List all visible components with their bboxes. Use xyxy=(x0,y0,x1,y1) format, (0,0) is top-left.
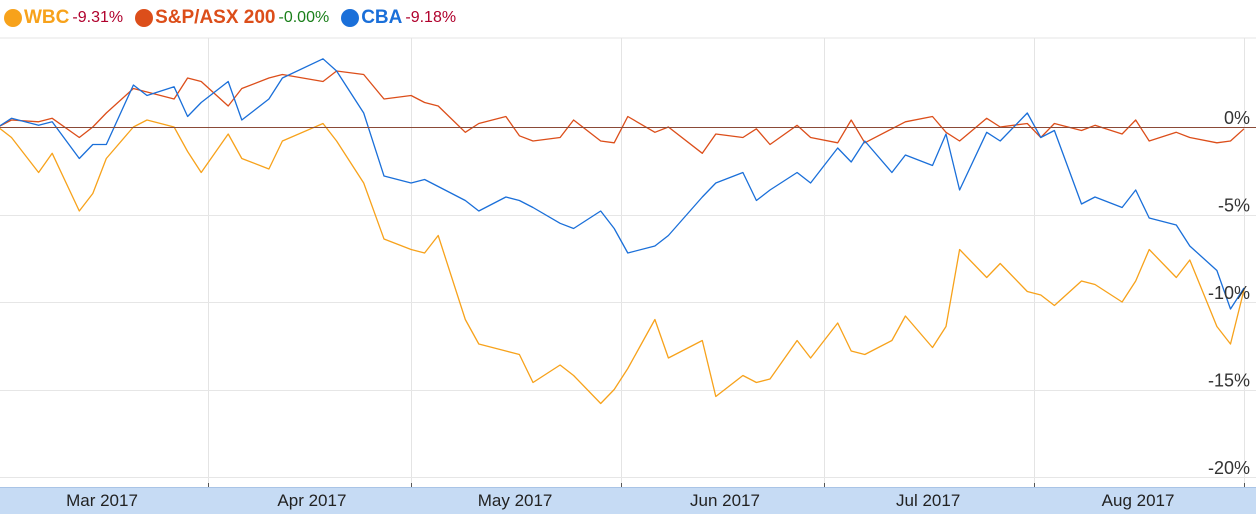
legend-item-wbc[interactable]: WBC -9.31% xyxy=(4,7,123,29)
y-tick-label-0: 0% xyxy=(1224,108,1250,128)
series-line-cba[interactable] xyxy=(0,58,1245,310)
y-tick-label-4: -20% xyxy=(1208,458,1250,478)
legend-item-asx200[interactable]: S&P/ASX 200 -0.00% xyxy=(135,7,329,29)
legend: WBC -9.31% S&P/ASX 200 -0.00% CBA -9.18% xyxy=(0,0,1256,36)
asx200-legend-change: -0.00% xyxy=(278,9,330,26)
cba-legend-change: -9.18% xyxy=(405,9,457,26)
asx200-legend-dot xyxy=(135,9,154,27)
cba-legend-name: CBA xyxy=(361,7,403,28)
x-tick-label-2: May 2017 xyxy=(478,491,553,510)
wbc-legend-dot xyxy=(4,9,22,27)
cba-legend-dot xyxy=(341,9,360,27)
legend-item-cba[interactable]: CBA -9.18% xyxy=(341,7,456,29)
asx200-legend-name: S&P/ASX 200 xyxy=(155,7,276,28)
x-tick-label-4: Jul 2017 xyxy=(896,491,960,510)
x-tick-label-3: Jun 2017 xyxy=(690,491,760,510)
x-tick-label-1: Apr 2017 xyxy=(277,491,346,510)
series-line-wbc[interactable] xyxy=(0,119,1245,405)
y-tick-label-2: -10% xyxy=(1208,283,1250,303)
wbc-legend-name: WBC xyxy=(24,7,70,28)
y-tick-label-1: -5% xyxy=(1218,196,1250,216)
wbc-legend-change: -9.31% xyxy=(72,9,124,26)
x-axis-band xyxy=(0,487,1256,514)
x-tick-label-0: Mar 2017 xyxy=(66,491,138,510)
x-tick-label-5: Aug 2017 xyxy=(1102,491,1175,510)
y-tick-label-3: -15% xyxy=(1208,371,1250,391)
series-line-s-p-asx-200[interactable] xyxy=(0,70,1245,154)
